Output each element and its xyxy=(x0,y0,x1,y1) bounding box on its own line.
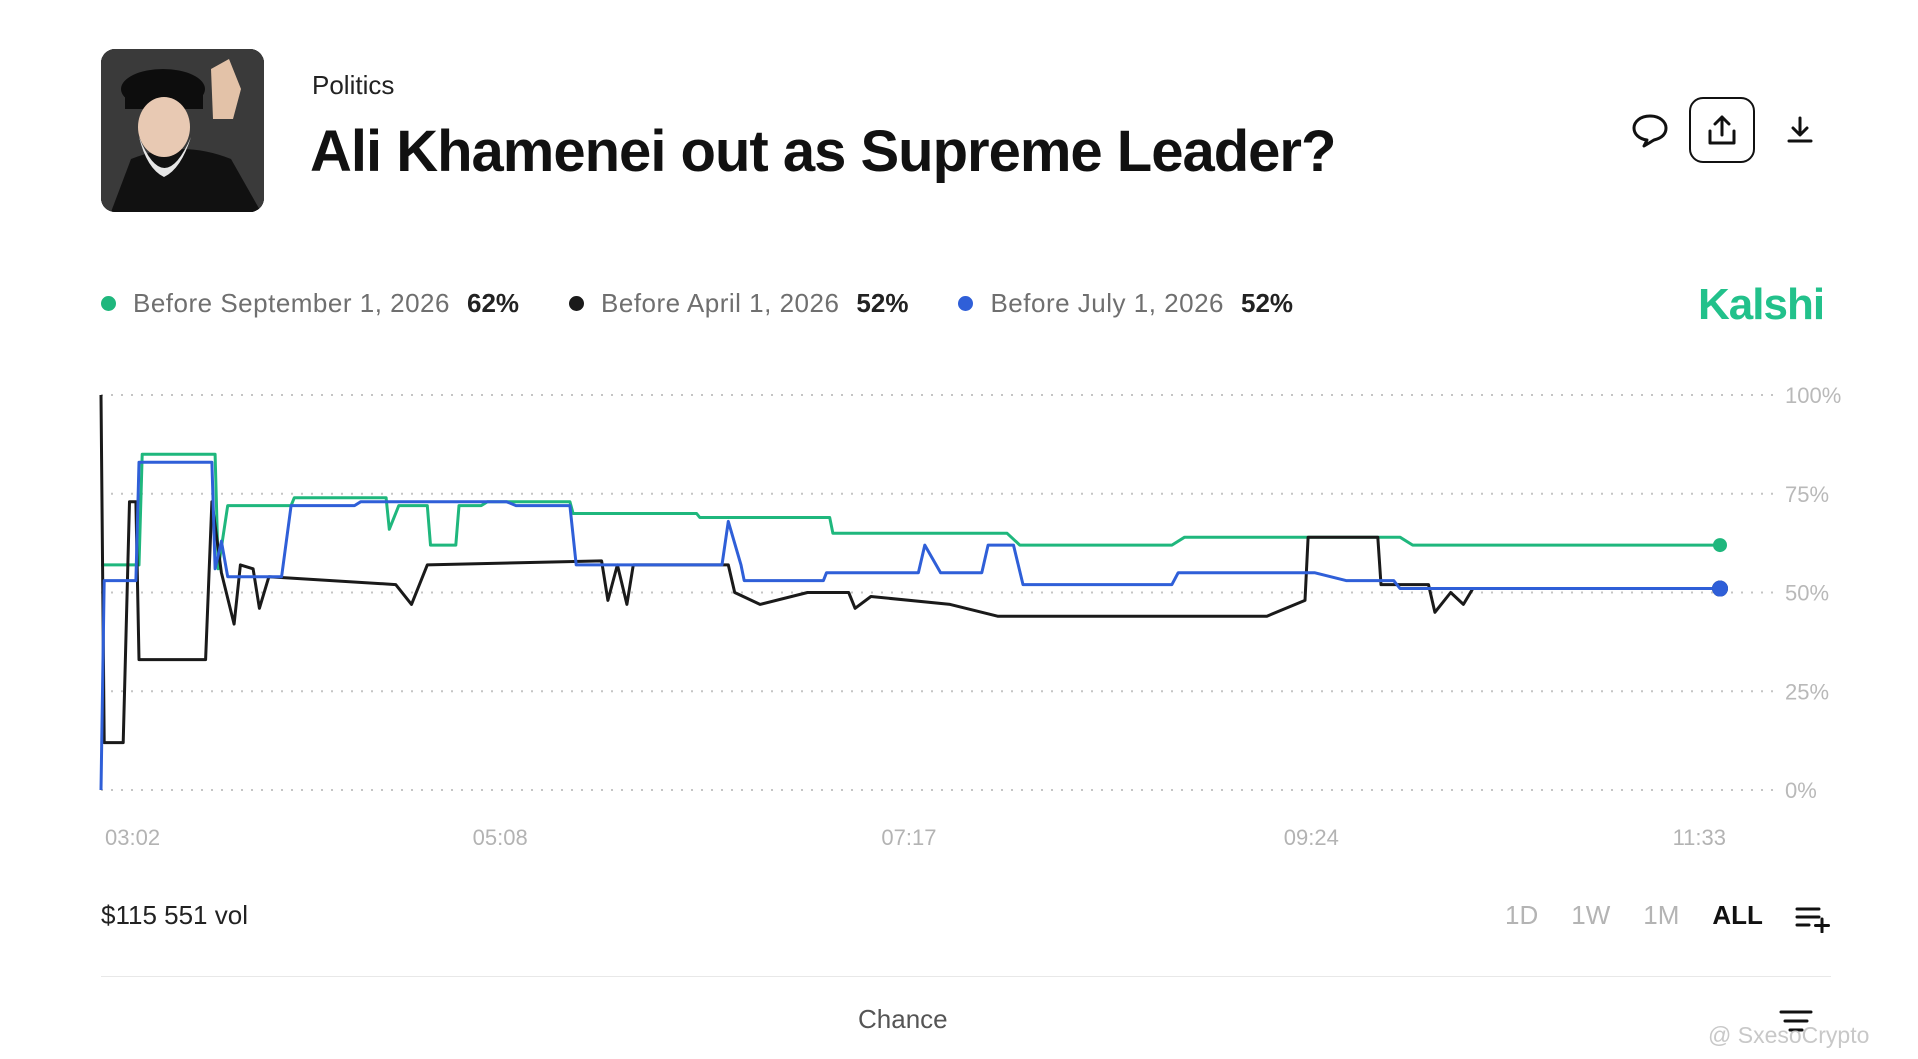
series-end-point-2[interactable] xyxy=(1712,580,1728,597)
download-icon xyxy=(1787,116,1813,143)
x-tick-label: 03:02 xyxy=(105,825,160,850)
range-tab-1d[interactable]: 1D xyxy=(1505,900,1539,930)
page-title: Ali Khamenei out as Supreme Leader? xyxy=(310,119,1336,184)
y-tick-label: 25% xyxy=(1785,679,1829,704)
share-button[interactable] xyxy=(1689,97,1755,163)
legend-item-september[interactable]: Before September 1, 2026 62% xyxy=(101,288,519,319)
share-icon xyxy=(1708,115,1736,145)
legend-label: Before September 1, 2026 xyxy=(133,288,450,318)
x-tick-label: 07:17 xyxy=(881,825,936,850)
legend-item-july[interactable]: Before July 1, 2026 52% xyxy=(958,288,1293,319)
legend-item-april[interactable]: Before April 1, 2026 52% xyxy=(569,288,908,319)
series-end-point-0[interactable] xyxy=(1713,538,1727,553)
range-tab-1w[interactable]: 1W xyxy=(1571,900,1611,930)
x-tick-label: 09:24 xyxy=(1284,825,1339,850)
comment-button[interactable] xyxy=(1625,105,1675,155)
legend-dot-blue xyxy=(958,296,974,311)
legend-label: Before July 1, 2026 xyxy=(990,288,1225,318)
range-tab-all[interactable]: ALL xyxy=(1712,900,1763,930)
add-to-list-icon[interactable] xyxy=(1795,903,1831,933)
divider xyxy=(101,976,1831,977)
legend-value: 62% xyxy=(466,288,520,318)
series-line-2[interactable] xyxy=(99,460,1720,791)
legend-value: 52% xyxy=(856,288,909,318)
download-button[interactable] xyxy=(1775,105,1825,155)
volume-label: $115 551 vol xyxy=(101,900,248,930)
market-avatar-image xyxy=(101,49,264,212)
y-tick-label: 50% xyxy=(1785,581,1829,606)
x-tick-label: 05:08 xyxy=(473,825,528,850)
series-line-0[interactable] xyxy=(101,452,1720,571)
sort-icon[interactable] xyxy=(1778,1008,1814,1034)
category-label[interactable]: Politics xyxy=(312,70,395,100)
legend-dot-green xyxy=(101,296,116,311)
y-tick-label: 75% xyxy=(1785,482,1829,507)
series-line-1[interactable] xyxy=(99,394,1720,745)
comment-icon xyxy=(1632,114,1668,148)
legend-value: 52% xyxy=(1241,288,1294,318)
chance-column-header: Chance xyxy=(858,1004,948,1034)
y-tick-label: 0% xyxy=(1785,778,1817,803)
brand-logo[interactable]: Kalshi xyxy=(1698,280,1825,329)
legend-dot-black xyxy=(569,296,585,311)
watermark-text: @ SxesoCrypto xyxy=(1708,1022,1870,1048)
portrait-image xyxy=(101,49,264,212)
price-chart[interactable]: 100% 75% 50% 25% 0% 03:02 05:08 07:17 09:24 11:33 xyxy=(0,370,1918,850)
legend-label: Before April 1, 2026 xyxy=(601,288,840,318)
chart-legend: Before September 1, 2026 62% Before Apri… xyxy=(101,288,1343,319)
x-tick-label: 11:33 xyxy=(1673,825,1726,850)
time-range-tabs: 1D 1W 1M ALL xyxy=(1505,900,1796,931)
y-tick-label: 100% xyxy=(1785,383,1841,408)
range-tab-1m[interactable]: 1M xyxy=(1643,900,1680,930)
